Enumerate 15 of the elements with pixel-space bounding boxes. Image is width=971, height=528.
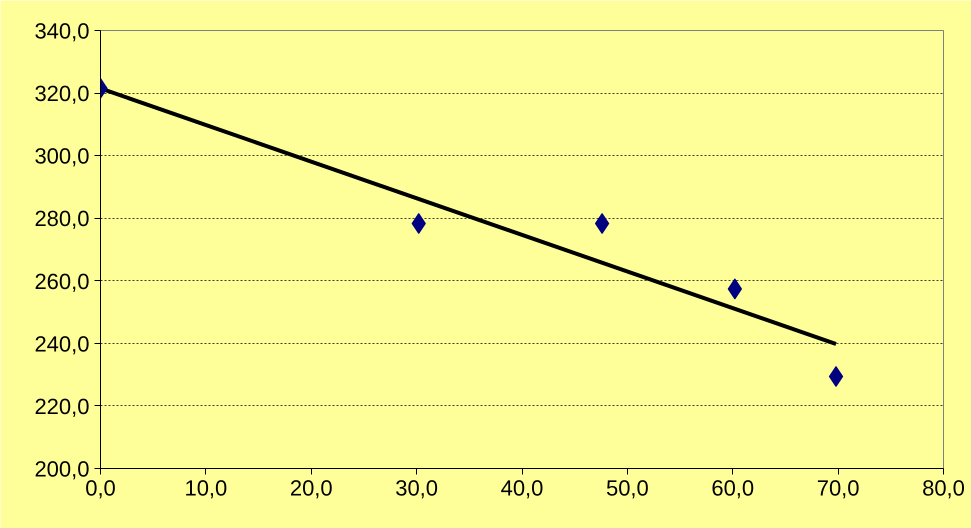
y-tick-label: 220,0 bbox=[34, 394, 90, 419]
x-tick-label: 80,0 bbox=[922, 476, 965, 500]
y-tick-label: 320,0 bbox=[34, 81, 90, 106]
x-tick-label: 60,0 bbox=[711, 476, 754, 500]
y-tick-label: 260,0 bbox=[34, 268, 90, 294]
x-tick-label: 30,0 bbox=[395, 476, 438, 500]
y-tick-label: 280,0 bbox=[34, 206, 90, 232]
x-tick-label: 10,0 bbox=[184, 476, 228, 500]
y-tick-label: 240,0 bbox=[34, 331, 90, 356]
x-tick-label: 70,0 bbox=[816, 476, 860, 500]
x-tick-label: 50,0 bbox=[606, 476, 649, 500]
x-tick-label: 40,0 bbox=[500, 476, 544, 500]
y-tick-label: 300,0 bbox=[34, 144, 90, 169]
x-tick-label: 20,0 bbox=[290, 476, 333, 500]
y-tick-label: 340,0 bbox=[34, 18, 90, 44]
